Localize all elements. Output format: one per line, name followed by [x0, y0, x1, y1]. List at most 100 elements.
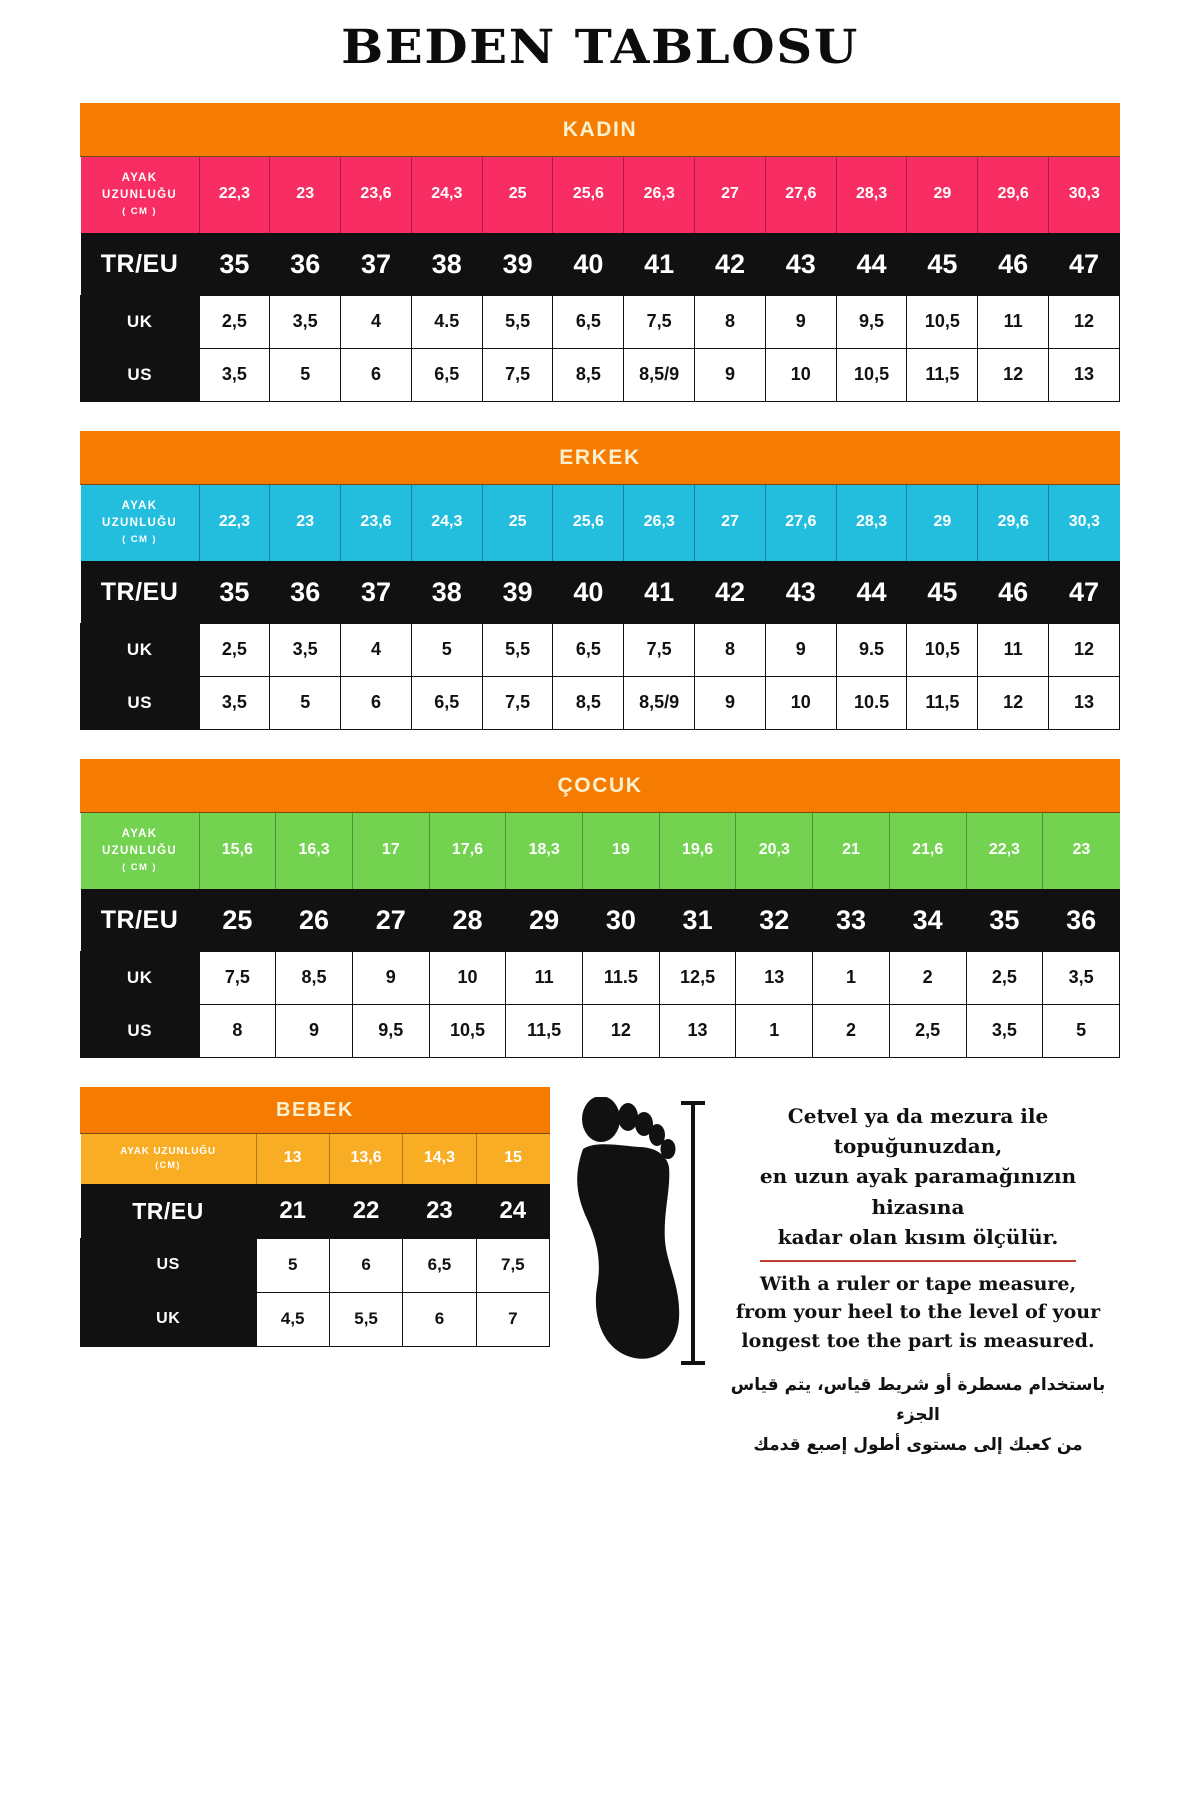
cell: 1 [812, 950, 890, 1005]
cell: 5 [410, 622, 483, 677]
section-women: KADIN AYAK UZUNLUĞU ( CM ) 22,3 23 23,6 … [80, 102, 1120, 402]
row-label-tr-eu: TR/EU [80, 560, 200, 624]
cell: 22 [329, 1183, 404, 1239]
table-row-uk: UK 2,5 3,5 4 5 5,5 6,5 7,5 8 9 9.5 10,5 … [80, 622, 1120, 677]
cell: 7,5 [475, 1237, 551, 1293]
row-label-uk: UK [80, 1291, 257, 1347]
cell: 10 [764, 347, 837, 402]
bottom-area: BEBEK AYAK UZUNLUĞU (CM) 13 13,6 14,3 15… [80, 1086, 1120, 1461]
foot-length-line2: UZUNLUĞU [102, 845, 177, 858]
cell: 35 [199, 560, 271, 624]
measuring-bar-icon [681, 1100, 705, 1365]
cell: 12 [977, 347, 1050, 402]
cell: 5 [269, 675, 342, 730]
cell: 24,3 [411, 156, 483, 233]
note-en-line2: from your heel to the level of your [735, 1301, 1101, 1324]
cell: 36 [269, 560, 342, 624]
cell: 32 [735, 888, 814, 952]
cell: 13 [256, 1133, 330, 1184]
cell: 10.5 [835, 675, 908, 730]
cell: 23 [402, 1183, 477, 1239]
cell: 10,5 [835, 347, 908, 402]
row-label-us: US [80, 675, 200, 730]
cell: 4 [340, 622, 412, 677]
cell: 6 [328, 1237, 404, 1293]
cell: 6 [402, 1291, 477, 1347]
cell: 2,5 [888, 1003, 967, 1058]
cell: 7,5 [623, 622, 696, 677]
cell: 27 [352, 888, 430, 952]
cell: 23,6 [340, 156, 412, 233]
section-band-women: KADIN [80, 102, 1120, 157]
cell: 8,5/9 [623, 675, 696, 730]
table-row-tr-eu: TR/EU 35 36 37 38 39 40 41 42 43 44 45 4… [80, 560, 1120, 624]
row-label-us: US [80, 347, 200, 402]
cell: 25,6 [552, 156, 625, 233]
cell: 31 [659, 888, 737, 952]
row-label-uk: UK [80, 950, 200, 1005]
cell: 10 [764, 675, 837, 730]
table-row-tr-eu: TR/EU 35 36 37 38 39 40 41 42 43 44 45 4… [80, 232, 1120, 296]
cell: 14,3 [402, 1133, 477, 1184]
table-row-tr-eu: TR/EU 21 22 23 24 [80, 1183, 551, 1239]
cell: 30 [582, 888, 660, 952]
cell: 11,5 [906, 675, 979, 730]
table-row-us: US 3,5 5 6 6,5 7,5 8,5 8,5/9 9 10 10,5 1… [80, 347, 1120, 402]
row-label-tr-eu: TR/EU [80, 232, 200, 296]
cell: 27 [694, 484, 766, 561]
cell: 8,5 [275, 950, 353, 1005]
cell: 39 [482, 232, 554, 296]
cell: 24,3 [411, 484, 483, 561]
cell: 8,5/9 [623, 347, 696, 402]
cell: 7,5 [481, 347, 554, 402]
cell: 30,3 [1048, 484, 1120, 561]
cell: 47 [1048, 560, 1120, 624]
cell: 9,5 [351, 1003, 430, 1058]
cell: 23 [269, 156, 342, 233]
cell: 16,3 [275, 812, 353, 889]
cell: 45 [906, 560, 979, 624]
cell: 12 [582, 1003, 660, 1058]
note-tr-line3: kadar olan kısım ölçülür. [777, 1225, 1059, 1250]
cell: 21,6 [889, 812, 967, 889]
foot-silhouette-icon [577, 1096, 705, 1365]
cell: 8,5 [552, 347, 625, 402]
cell: 19,6 [659, 812, 737, 889]
cell: 11,5 [906, 347, 979, 402]
cell: 18,3 [505, 812, 584, 889]
foot-length-line2: UZUNLUĞU [102, 517, 177, 530]
cell: 6,5 [552, 622, 625, 677]
cell: 41 [623, 232, 696, 296]
cell: 13 [1048, 675, 1120, 730]
cell: 2 [812, 1003, 890, 1058]
table-row-foot-length: AYAK UZUNLUĞU ( CM ) 15,6 16,3 17 17,6 1… [80, 812, 1120, 889]
cell: 5 [269, 347, 342, 402]
cell: 29 [906, 156, 979, 233]
cell: 10,5 [428, 1003, 507, 1058]
cell: 26,3 [623, 484, 696, 561]
cell: 22,3 [966, 812, 1044, 889]
cell: 10 [428, 950, 507, 1005]
cell: 4.5 [410, 294, 483, 349]
cell: 6,5 [410, 347, 483, 402]
foot-length-line1: AYAK [121, 171, 158, 184]
table-row-us: US 3,5 5 6 6,5 7,5 8,5 8,5/9 9 10 10.5 1… [80, 675, 1120, 730]
row-label-us: US [80, 1237, 257, 1293]
cell: 12 [1048, 622, 1120, 677]
cell: 2,5 [965, 950, 1044, 1005]
cell: 5,5 [481, 294, 554, 349]
row-label-foot-length: AYAK UZUNLUĞU ( CM ) [80, 484, 200, 561]
cell: 27,6 [765, 484, 837, 561]
cell: 9 [694, 347, 766, 402]
cell: 15,6 [199, 812, 277, 889]
cell: 10,5 [906, 294, 979, 349]
foot-length-line3: ( CM ) [122, 862, 157, 874]
section-band-baby: BEBEK [80, 1086, 550, 1134]
row-label-foot-length: AYAK UZUNLUĞU ( CM ) [80, 812, 200, 889]
foot-illustration [550, 1087, 710, 1367]
cell: 28 [429, 888, 507, 952]
note-ar-line2: من كعبك إلى مستوى أطول إصبع قدمك [753, 1434, 1083, 1455]
row-label-uk: UK [80, 622, 200, 677]
cell: 5 [255, 1237, 330, 1293]
cell: 23 [1042, 812, 1120, 889]
